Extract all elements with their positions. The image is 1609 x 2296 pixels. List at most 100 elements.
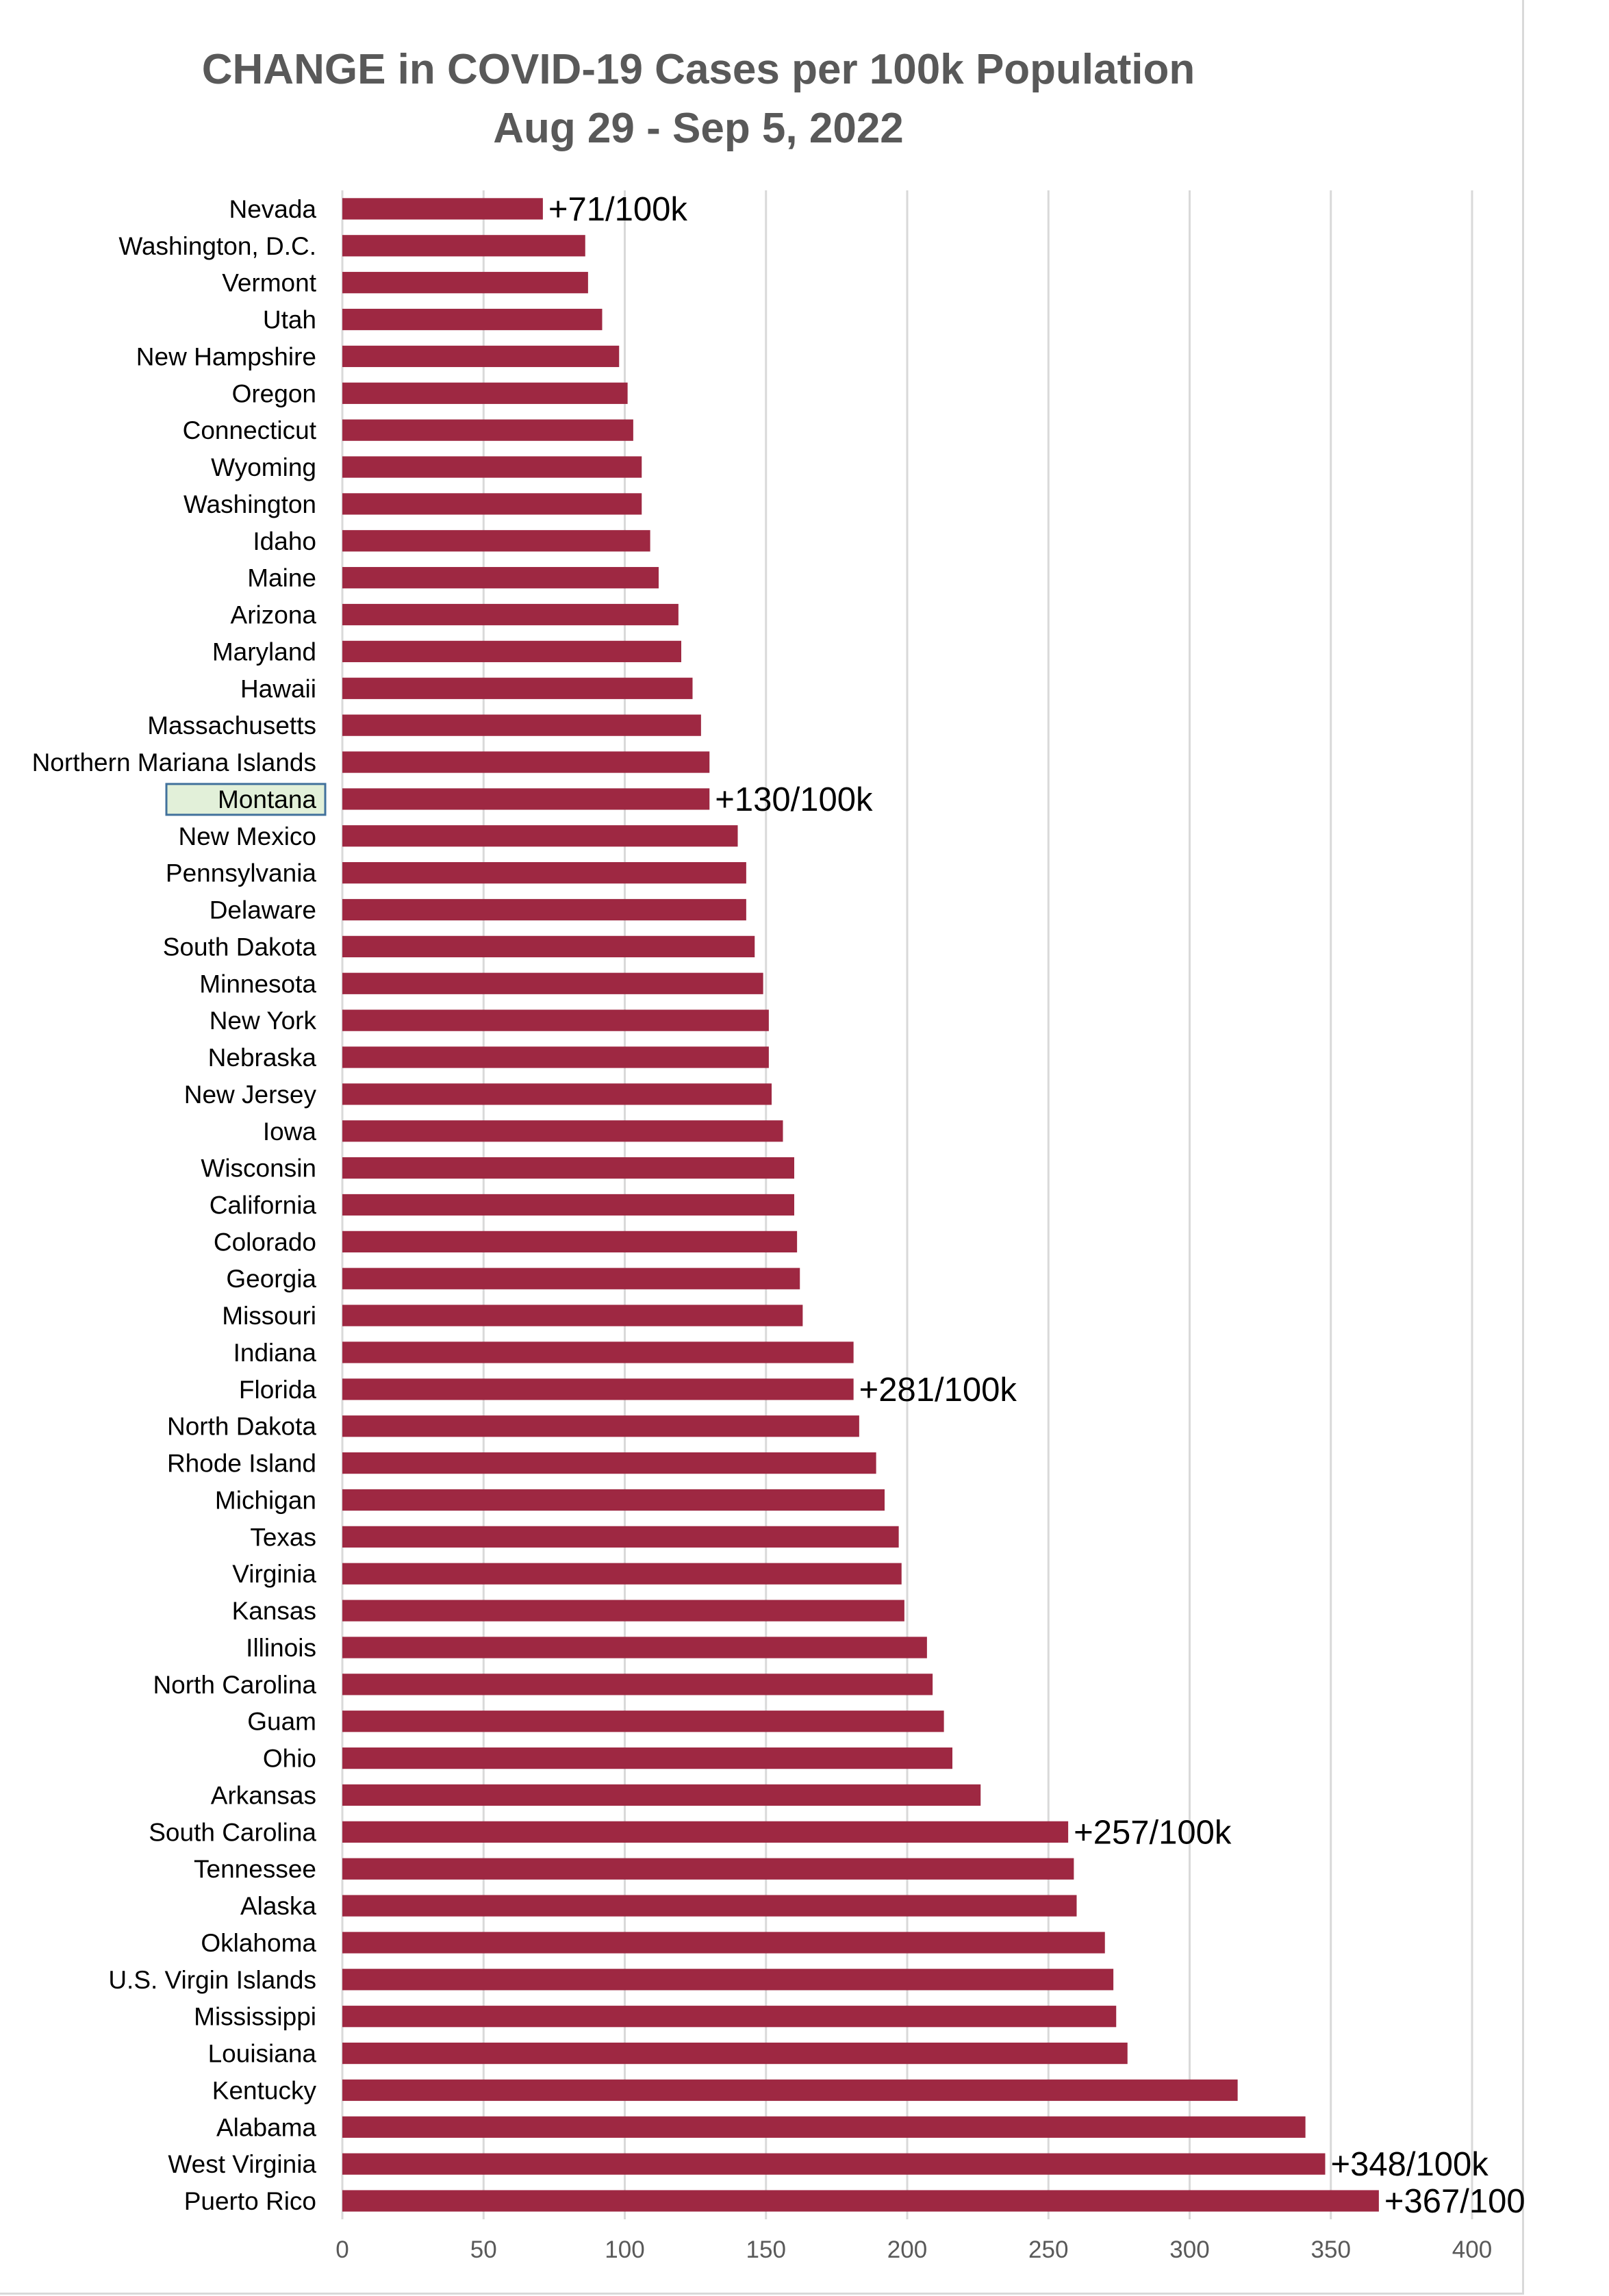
category-label: Minnesota — [199, 970, 316, 998]
bar-connecticut — [342, 419, 633, 441]
category-label: Maine — [247, 564, 316, 592]
bar-washington — [342, 493, 642, 515]
bar-new-jersey — [342, 1083, 772, 1105]
category-label: Pennsylvania — [166, 859, 317, 887]
category-label: Kentucky — [212, 2076, 317, 2104]
category-label: California — [210, 1191, 317, 1220]
category-labels: Nevada Washington, D.C. Vermont Utah New Ham… — [32, 195, 327, 2215]
category-label: Nebraska — [208, 1044, 317, 1072]
category-label: Georgia — [226, 1265, 316, 1293]
category-label: South Carolina — [149, 1818, 316, 1846]
category-label: Montana — [218, 785, 316, 813]
bar-wisconsin — [342, 1157, 794, 1179]
category-label: Texas — [250, 1523, 316, 1551]
annotation-label: +367/100k — [1384, 2183, 1524, 2220]
bar-northern-mariana-islands — [342, 751, 710, 773]
category-label: Iowa — [263, 1118, 317, 1146]
bar-tennessee — [342, 1858, 1074, 1880]
bar-iowa — [342, 1120, 783, 1142]
category-label: Michigan — [215, 1486, 316, 1514]
x-tick-label: 50 — [470, 2236, 497, 2263]
annotation-label: +348/100k — [1331, 2146, 1489, 2183]
x-tick-label: 300 — [1169, 2236, 1209, 2263]
category-label: Wisconsin — [201, 1155, 316, 1183]
category-label: Ohio — [263, 1745, 316, 1773]
chart-subtitle: Aug 29 - Sep 5, 2022 — [493, 105, 904, 152]
bar-utah — [342, 308, 603, 331]
category-label: Indiana — [233, 1339, 317, 1367]
category-label: Missouri — [222, 1302, 316, 1330]
bar-louisiana — [342, 2042, 1128, 2065]
highlight-box — [165, 783, 327, 816]
bar-wyoming — [342, 456, 642, 478]
category-label: Mississippi — [194, 2003, 316, 2031]
bar-new-hampshire — [342, 345, 620, 368]
category-label: Arkansas — [211, 1781, 316, 1809]
bar-west-virginia — [342, 2153, 1326, 2175]
category-label: Oregon — [232, 379, 316, 407]
category-label: Washington, D.C. — [118, 232, 316, 260]
bar-puerto-rico — [342, 2190, 1379, 2212]
category-label: Alaska — [240, 1892, 316, 1920]
category-label: Vermont — [222, 269, 317, 297]
category-label: Rhode Island — [167, 1450, 316, 1478]
bar-nebraska — [342, 1046, 769, 1068]
x-tick-label: 100 — [605, 2236, 644, 2263]
bar-montana — [342, 788, 710, 810]
bar-delaware — [342, 898, 746, 921]
category-label: Guam — [247, 1708, 316, 1736]
bar-vermont — [342, 272, 588, 294]
bar-chart: CHANGE in COVID-19 Cases per 100k Popula… — [32, 46, 1524, 2263]
bar-alaska — [342, 1895, 1077, 1917]
category-label: Tennessee — [194, 1855, 316, 1883]
category-label: Florida — [239, 1376, 317, 1404]
chart-title: CHANGE in COVID-19 Cases per 100k Popula… — [202, 46, 1195, 93]
bar-oklahoma — [342, 1932, 1105, 1954]
category-label: Kansas — [232, 1597, 316, 1625]
category-label: Virginia — [232, 1560, 316, 1588]
x-tick-label: 250 — [1028, 2236, 1068, 2263]
bar-maine — [342, 567, 659, 589]
category-label: Illinois — [246, 1634, 316, 1662]
bar-idaho — [342, 530, 650, 552]
bar-north-carolina — [342, 1674, 933, 1695]
bar-massachusetts — [342, 714, 701, 736]
bar-ohio — [342, 1747, 952, 1769]
category-label: Puerto Rico — [184, 2187, 316, 2215]
x-tick-label: 350 — [1311, 2236, 1351, 2263]
bar-new-mexico — [342, 825, 738, 847]
category-label: Delaware — [210, 896, 316, 924]
bar-indiana — [342, 1341, 854, 1363]
category-label: Wyoming — [211, 453, 316, 481]
bar-kansas — [342, 1600, 904, 1622]
bar-maryland — [342, 640, 681, 663]
bar-florida — [342, 1378, 854, 1400]
bar-mississippi — [342, 2006, 1117, 2028]
category-label: Washington — [183, 490, 316, 518]
category-label: West Virginia — [168, 2150, 316, 2178]
category-label: New York — [210, 1007, 317, 1035]
bar-virginia — [342, 1563, 902, 1585]
x-tick-label: 0 — [335, 2236, 349, 2263]
bar-hawaii — [342, 677, 693, 699]
annotation-label: +281/100k — [859, 1372, 1017, 1409]
category-label: North Carolina — [153, 1671, 316, 1699]
category-label: New Hampshire — [136, 342, 316, 370]
bar-georgia — [342, 1267, 800, 1289]
annotation-label: +257/100k — [1074, 1814, 1232, 1851]
category-label: Massachusetts — [147, 711, 316, 740]
bar-texas — [342, 1526, 899, 1548]
bar-illinois — [342, 1637, 927, 1658]
bar-washington-d-c — [342, 235, 585, 257]
category-label: Colorado — [214, 1228, 316, 1256]
bar-minnesota — [342, 972, 763, 994]
category-label: Idaho — [253, 527, 316, 555]
bars — [342, 198, 1379, 2212]
category-label: Alabama — [216, 2113, 316, 2141]
annotations: +71/100k +130/100k +281/100k +257/100k +348/… — [548, 191, 1524, 2220]
bar-nevada — [342, 198, 543, 220]
annotation-label: +130/100k — [715, 781, 873, 818]
bar-oregon — [342, 382, 628, 404]
x-tick-label: 200 — [887, 2236, 927, 2263]
category-label: New Mexico — [179, 822, 317, 850]
